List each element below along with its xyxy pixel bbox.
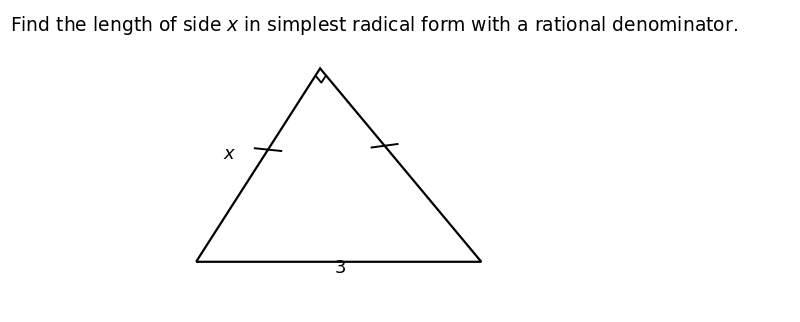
- Text: $x$: $x$: [223, 145, 237, 163]
- Text: Find the length of side $x$ in simplest radical form with a rational denominator: Find the length of side $x$ in simplest …: [10, 14, 738, 37]
- Text: 3: 3: [335, 259, 346, 277]
